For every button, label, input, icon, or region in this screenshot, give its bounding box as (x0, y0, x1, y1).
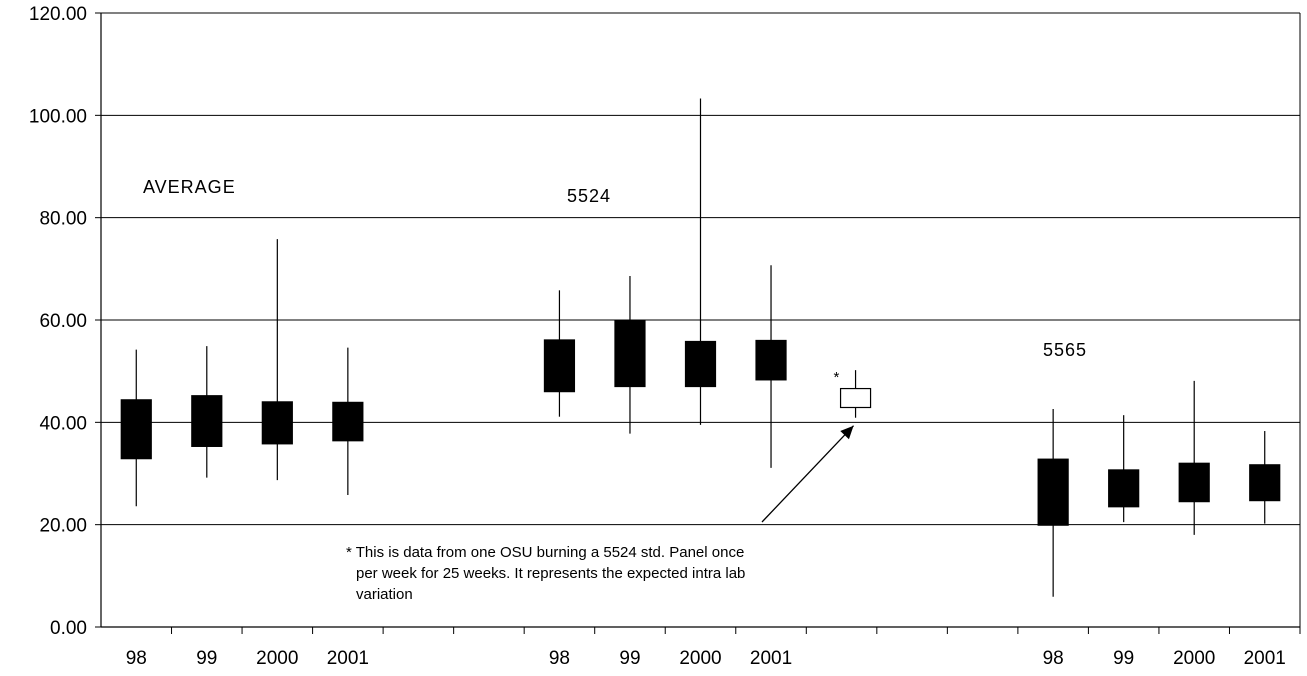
x-tick-label: 2001 (750, 648, 792, 669)
x-tick-label: 98 (126, 648, 147, 669)
y-tick-label: 100.00 (29, 106, 87, 127)
x-tick-label: 99 (1113, 648, 1134, 669)
x-tick-label: 2001 (327, 648, 369, 669)
annotation-arrow (761, 425, 855, 523)
x-tick-labels: 98 99 2000 2001 98 99 2000 2001 98 99 2000 2001 (126, 648, 1286, 669)
candle-body (684, 340, 717, 388)
candle-body (120, 399, 152, 460)
candle-body (1178, 462, 1210, 503)
candle-5565-2000 (1178, 380, 1210, 535)
candle-average-2001 (332, 347, 364, 495)
y-tick-label: 60.00 (39, 311, 87, 332)
candle-body (261, 401, 293, 445)
y-tick-label: 40.00 (39, 413, 87, 434)
group-labels: AVERAGE 5524 5565 (143, 177, 1087, 360)
candle-5524-2001 (755, 265, 787, 468)
candle-5565-98 (1037, 409, 1069, 597)
candles: * (120, 98, 1281, 597)
candle-5565-2001 (1249, 431, 1281, 524)
candle-body (191, 395, 223, 447)
annotation-arrowhead (840, 425, 854, 440)
group-label: 5524 (567, 186, 611, 206)
x-tick-label: 98 (549, 648, 570, 669)
annotation-text-line: per week for 25 weeks. It represents the… (356, 565, 745, 582)
candle-5524-99 (614, 275, 646, 434)
y-tick-label: 80.00 (39, 209, 87, 230)
y-tick-label: 0.00 (50, 618, 87, 639)
candle-body (1108, 469, 1140, 508)
x-tick-label: 99 (619, 648, 640, 669)
x-tick-label: 98 (1043, 648, 1064, 669)
candle-body (1037, 458, 1069, 526)
x-tick-label: 2000 (1173, 648, 1215, 669)
candle-special-osu (839, 370, 872, 418)
candle-body (839, 387, 872, 409)
annotation: * This is data from one OSU burning a 55… (346, 425, 855, 603)
x-tick-label: 2001 (1244, 648, 1286, 669)
special-marker: * (834, 369, 840, 386)
y-tick-label: 120.00 (29, 4, 87, 25)
axes (95, 12, 1301, 634)
x-tick-label: 99 (196, 648, 217, 669)
candle-average-99 (191, 346, 223, 478)
candle-body (1249, 464, 1281, 502)
group-label: AVERAGE (143, 177, 236, 197)
y-tick-labels: 0.00 20.00 40.00 60.00 80.00 100.00 120.00 (29, 4, 87, 639)
y-tick-label: 20.00 (39, 516, 87, 537)
group-label: 5565 (1043, 340, 1087, 360)
candle-average-98 (120, 349, 152, 507)
candle-body (755, 339, 787, 381)
annotation-text-line: * This is data from one OSU burning a 55… (346, 544, 744, 561)
candle-body (332, 401, 364, 442)
candle-body (614, 320, 646, 388)
candle-5565-99 (1108, 415, 1140, 523)
candle-body (543, 339, 576, 393)
candle-5524-2000 (684, 98, 717, 425)
x-tick-label: 2000 (256, 648, 298, 669)
annotation-text-line: variation (356, 586, 413, 603)
x-tick-label: 2000 (679, 648, 721, 669)
candle-average-2000 (261, 239, 293, 481)
candle-5524-98 (543, 290, 576, 417)
